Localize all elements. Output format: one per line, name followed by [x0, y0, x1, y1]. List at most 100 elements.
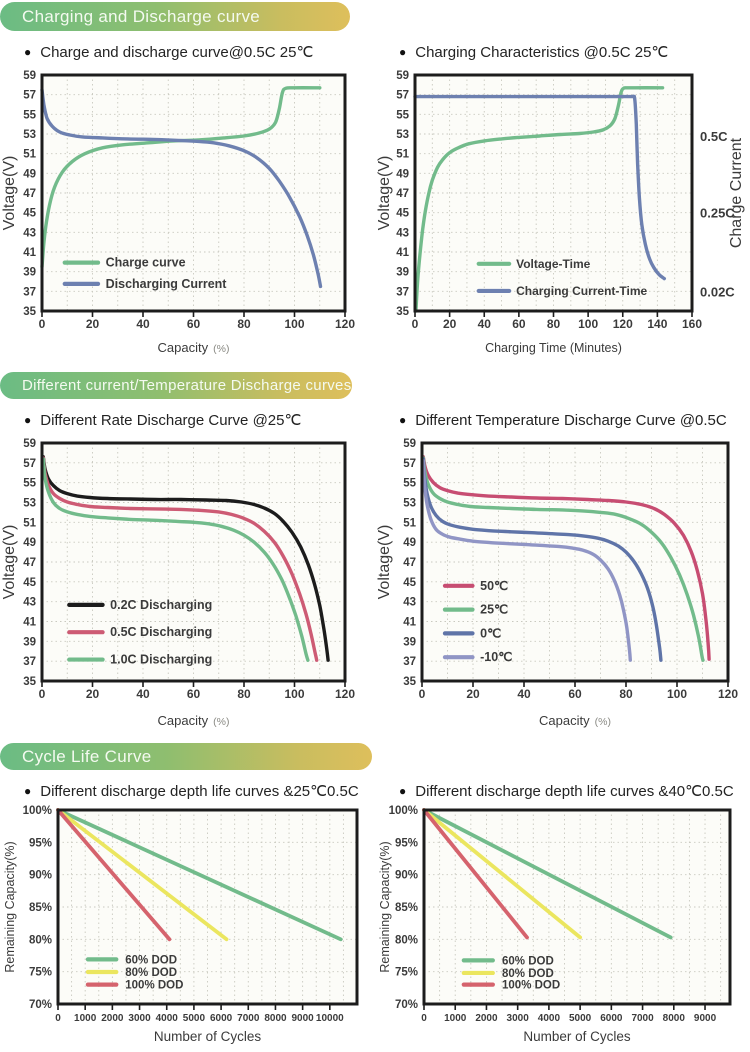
svg-text:Voltage(V): Voltage(V) [1, 525, 18, 600]
svg-text:35: 35 [403, 676, 416, 688]
svg-text:9000: 9000 [292, 1013, 315, 1024]
svg-text:41: 41 [23, 617, 36, 629]
chart-cycle-life-40: 0 1000 2000 3000 4000 5000 6000 7000 8000 9000 Num… [375, 802, 750, 1052]
svg-text:60% DOD: 60% DOD [502, 955, 554, 967]
rate-discharge-svg: 0 20 40 60 80 100 120 Capacity (%) 35 37 39 41 43 45 47… [1, 438, 355, 728]
svg-text:2000: 2000 [101, 1013, 124, 1024]
svg-text:3000: 3000 [128, 1013, 151, 1024]
svg-text:0.5C: 0.5C [700, 129, 728, 144]
svg-text:45: 45 [23, 577, 36, 589]
svg-text:45: 45 [23, 208, 36, 220]
section-banner-cycle-life: Cycle Life Curve [0, 743, 372, 770]
svg-text:40: 40 [478, 317, 492, 331]
chart-charging-characteristics: 0 20 40 60 80 100 120 140 160 Charging Time (Minu… [375, 63, 750, 363]
svg-text:0: 0 [55, 1013, 61, 1024]
svg-text:60% DOD: 60% DOD [125, 954, 177, 966]
svg-text:Number of Cycles: Number of Cycles [523, 1029, 631, 1044]
series-60% DOD [56, 808, 343, 942]
svg-text:20: 20 [86, 687, 100, 701]
chart-block-charge-discharge: ● Charge and discharge curve@0.5C 25℃ 0 2… [0, 31, 375, 363]
chart-block-rate-discharge: ● Different Rate Discharge Curve @25℃ 0 2… [0, 399, 375, 736]
bullet-icon: ● [24, 45, 32, 59]
svg-text:57: 57 [23, 90, 36, 102]
cycle-life-25-svg: 0 1000 2000 3000 4000 5000 6000 7000 8000 9000 100… [3, 805, 359, 1044]
svg-text:160: 160 [682, 317, 702, 331]
chart-subtitle-row: ● Different discharge depth life curves … [375, 780, 750, 802]
svg-text:100: 100 [578, 317, 598, 331]
svg-text:Number of Cycles: Number of Cycles [154, 1029, 262, 1044]
svg-text:80: 80 [619, 687, 633, 701]
svg-text:80%: 80% [29, 934, 52, 946]
svg-text:47: 47 [23, 557, 36, 569]
svg-text:7000: 7000 [631, 1013, 654, 1024]
svg-text:47: 47 [23, 188, 36, 200]
gridlines [42, 75, 345, 311]
svg-text:80% DOD: 80% DOD [125, 967, 177, 979]
chart-subtitle-row: ● Charging Characteristics @0.5C 25℃ [375, 41, 750, 63]
svg-text:59: 59 [23, 438, 36, 450]
series-25℃ [421, 456, 705, 662]
svg-text:10000: 10000 [316, 1013, 344, 1024]
series-100% DOD [422, 808, 529, 940]
svg-text:Discharging Current: Discharging Current [106, 277, 228, 291]
chart-subtitle: Different discharge depth life curves &2… [40, 783, 359, 800]
svg-text:57: 57 [23, 458, 36, 470]
svg-text:45: 45 [403, 577, 416, 589]
svg-text:59: 59 [403, 438, 416, 450]
svg-text:80: 80 [237, 687, 251, 701]
svg-text:50℃: 50℃ [480, 579, 508, 593]
svg-text:57: 57 [396, 90, 409, 102]
svg-text:37: 37 [23, 286, 36, 298]
gridlines [415, 75, 692, 311]
chart-block-charging-characteristics: ● Charging Characteristics @0.5C 25℃ 0 20… [375, 31, 750, 363]
svg-text:20: 20 [466, 687, 480, 701]
legend: Charge curve Discharging Current [62, 256, 228, 291]
svg-text:7000: 7000 [237, 1013, 260, 1024]
svg-text:95%: 95% [29, 837, 52, 849]
series-80% DOD [56, 808, 229, 942]
svg-text:Capacity(%): Capacity (%) [158, 340, 230, 355]
svg-text:55: 55 [23, 109, 36, 121]
svg-text:85%: 85% [395, 902, 418, 914]
chart-subtitle-row: ● Different Rate Discharge Curve @25℃ [0, 409, 375, 431]
svg-text:35: 35 [23, 676, 36, 688]
series-Charging Current-Time [413, 94, 666, 281]
svg-text:40: 40 [136, 317, 150, 331]
chart-block-temp-discharge: ● Different Temperature Discharge Curve … [375, 399, 750, 736]
svg-text:80% DOD: 80% DOD [502, 968, 554, 980]
svg-text:51: 51 [396, 149, 409, 161]
svg-text:100%: 100% [23, 805, 52, 817]
charging-characteristics-svg: 0 20 40 60 80 100 120 140 160 Charging Time (Minu… [376, 70, 745, 355]
svg-text:80: 80 [547, 317, 561, 331]
series [40, 86, 323, 289]
bullet-icon: ● [399, 784, 407, 798]
svg-text:49: 49 [403, 537, 416, 549]
series [56, 808, 343, 942]
svg-text:53: 53 [23, 498, 36, 510]
svg-text:5000: 5000 [569, 1013, 592, 1024]
bullet-icon: ● [399, 413, 407, 427]
series-0.2C Discharging [41, 455, 330, 662]
series [41, 455, 330, 662]
chart-subtitle-row: ● Different Temperature Discharge Curve … [375, 409, 750, 431]
series [413, 86, 666, 313]
svg-text:49: 49 [396, 168, 409, 180]
svg-text:47: 47 [403, 557, 416, 569]
svg-text:57: 57 [403, 458, 416, 470]
charge-discharge-svg: 0 20 40 60 80 100 120 Capacity (%) 35 37 39 41 43 45 47… [1, 70, 355, 355]
svg-text:39: 39 [396, 267, 409, 279]
svg-text:0.25C: 0.25C [700, 206, 735, 221]
y-axis: 35 37 39 41 43 45 47 49 51 53 55 57 59 Voltage(V) [1, 70, 37, 318]
svg-text:47: 47 [396, 188, 409, 200]
series-Voltage-Time [414, 86, 665, 313]
section-banner-charging: Charging and Discharge curve [0, 2, 350, 31]
svg-text:59: 59 [396, 70, 409, 82]
svg-text:0.5C Discharging: 0.5C Discharging [110, 625, 212, 639]
svg-text:1000: 1000 [444, 1013, 467, 1024]
svg-text:35: 35 [23, 306, 36, 318]
svg-text:60: 60 [512, 317, 526, 331]
chart-subtitle: Charge and discharge curve@0.5C 25℃ [40, 44, 314, 61]
svg-text:100%: 100% [389, 805, 418, 817]
